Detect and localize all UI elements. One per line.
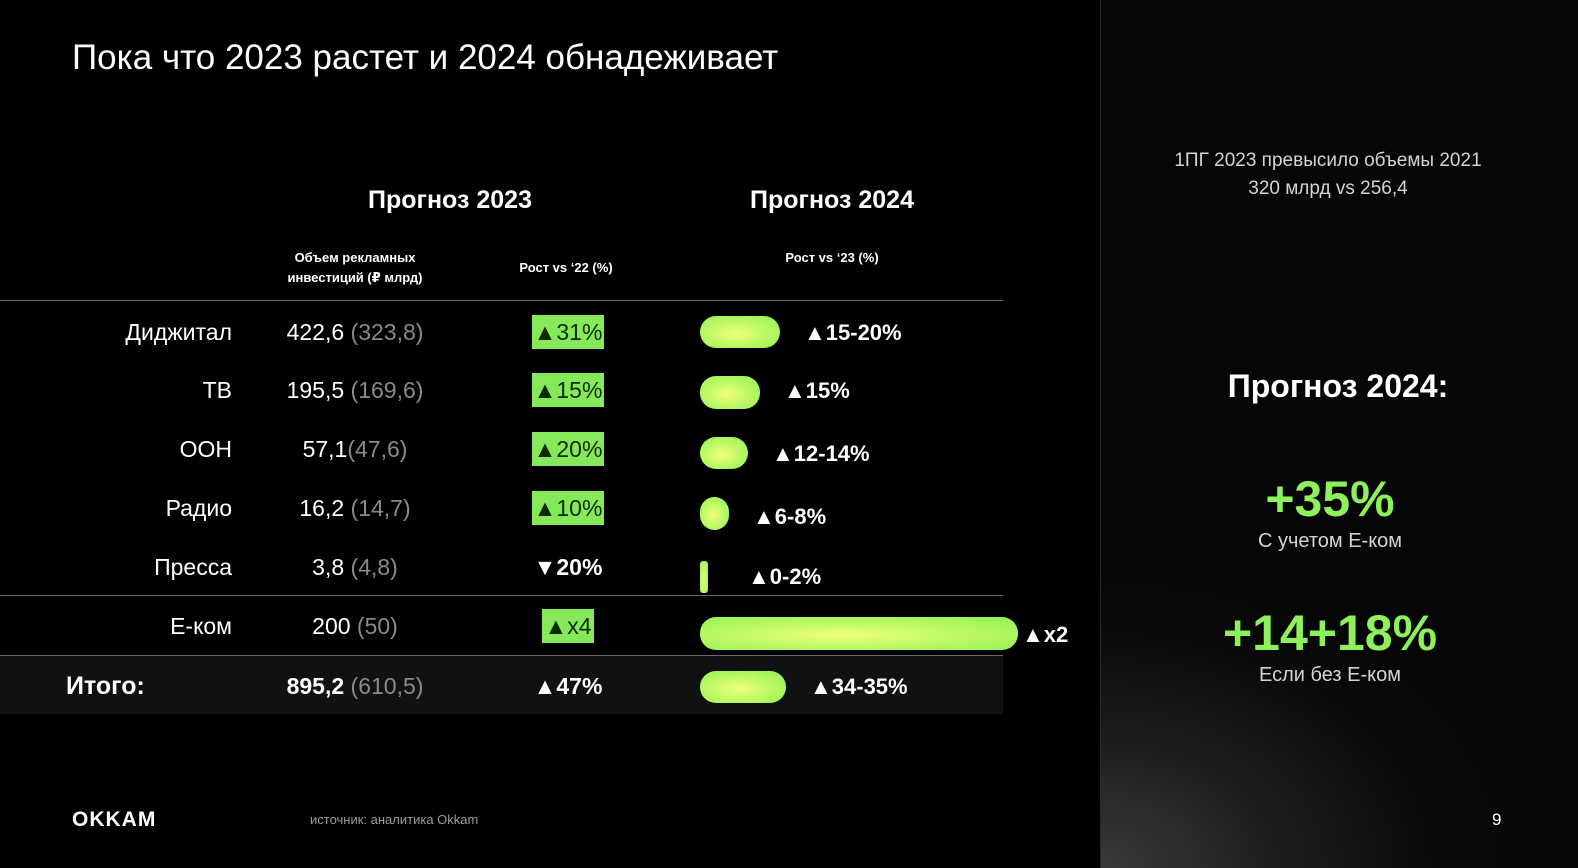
summary-note: 1ПГ 2023 превысило объемы 2021 320 млрд … [1110,147,1546,203]
growth-vs-22: ▲47% [533,673,603,699]
growth-2024-label: ▲15-20% [804,320,902,345]
page-title: Пока что 2023 растет и 2024 обнадеживает [72,38,779,77]
page-number: 9 [1492,810,1502,829]
growth-vs-22-cell: ▲20% [520,429,616,469]
growth-vs-22: ▲20% [531,432,605,466]
growth-2024-label: ▲6-8% [753,504,827,529]
row-label: OOH [179,436,232,462]
total-row-background [0,656,1003,714]
row-label: ТВ [202,377,232,403]
growth-vs-22-cell: ▲15% [520,370,616,410]
total-volume: 895,2 (610,5) [250,666,460,706]
growth-vs-22: ▲x4 [542,609,594,643]
row-label: Пресса [154,554,232,580]
growth-2024-bar [700,437,748,469]
volume-2023: 200 [312,613,351,639]
volume-2022: (50) [356,613,398,639]
growth-vs-22-cell: ▲10% [520,488,616,528]
summary-panel [1100,0,1578,868]
row-label: Радио [165,495,232,521]
volume-2022: (323,8) [350,319,424,345]
total-divider [0,655,1003,656]
growth-2024-bar [700,316,780,348]
growth-vs-22-cell: ▼20% [520,547,616,587]
row-label: Е-ком [170,613,232,639]
okkam-logo: OKKAM [72,808,157,831]
row-volume: 3,8 (4,8) [250,547,460,587]
header-forecast-2023: Прогноз 2023 [368,186,532,214]
volume-2022: (47,6) [347,436,408,462]
growth-vs-22: ▼20% [533,554,603,580]
growth-vs-22: ▲31% [531,315,605,349]
table-row: ТВ 195,5 (169,6) ▲15% [0,370,1100,410]
table-row: Пресса 3,8 (4,8) ▼20% [0,547,1100,587]
summary-note-line1: 1ПГ 2023 превысило объемы 2021 [1174,150,1482,171]
growth-vs-22-cell: ▲31% [520,312,616,352]
volume-2022: (169,6) [350,377,424,403]
growth-2024-label: ▲x2 [1022,622,1069,647]
volume-2022: (610,5) [350,673,424,699]
growth-2024-bar [700,497,729,530]
source-note: источник: аналитика Okkam [310,812,479,827]
growth-2024-label: ▲12-14% [772,441,870,466]
volume-2023: 195,5 [286,377,345,403]
growth-vs-22: ▲15% [531,373,605,407]
growth-2024-bar [700,617,1018,650]
volume-2023: 895,2 [286,673,345,699]
row-volume: 200 (50) [250,606,460,646]
row-volume: 195,5 (169,6) [250,370,460,410]
growth-2024-label: ▲0-2% [748,564,822,589]
growth-vs-22: ▲10% [531,491,605,525]
stat-without-ecom: +14+18% [1222,605,1438,661]
growth-2024-bar [700,376,760,409]
row-volume: 422,6 (323,8) [250,312,460,352]
header-forecast-2024: Прогноз 2024 [750,186,914,214]
volume-2023: 16,2 [299,495,345,521]
stat-with-ecom-caption: С учетом Е-ком [1257,530,1403,552]
subheader-growth-22: Рост vs ‘22 (%) [519,260,613,275]
row-label: Диджитал [125,319,232,345]
total-growth-bar [700,671,786,703]
growth-vs-22-cell: ▲x4 [520,606,616,646]
volume-2023: 422,6 [286,319,345,345]
volume-2022: (14,7) [350,495,411,521]
total-row: Итого: 895,2 (610,5) ▲47% [0,666,1100,706]
growth-vs-22-cell: ▲47% [520,666,616,706]
subheader-volume-line1: Объем рекламных [294,250,416,265]
subheader-volume-line2: инвестиций (₽ млрд) [287,270,423,285]
volume-2023: 57,1 [302,436,348,462]
total-label: Итого: [66,672,145,700]
volume-2023: 3,8 [312,554,345,580]
growth-2024-label: ▲15% [784,378,850,403]
summary-header: Прогноз 2024: [1227,368,1449,404]
subheader-growth-23: Рост vs ‘23 (%) [785,250,879,265]
header-divider [0,300,1003,301]
table-row: Е-ком 200 (50) ▲x4 [0,606,1100,646]
ecom-divider [0,595,1003,596]
volume-2022: (4,8) [350,554,398,580]
growth-2024-bar [700,561,708,593]
table-row: OOH 57,1(47,6) ▲20% [0,429,1100,469]
row-volume: 16,2 (14,7) [250,488,460,528]
table-row: Радио 16,2 (14,7) ▲10% [0,488,1100,528]
main-panel: Пока что 2023 растет и 2024 обнадеживает… [0,38,1100,714]
total-growth-2024-label: ▲34-35% [810,674,908,699]
stat-with-ecom: +35% [1265,471,1395,527]
stat-without-ecom-caption: Если без Е-ком [1258,664,1401,686]
subheader-volume: Объем рекламных инвестиций (₽ млрд) [255,248,455,288]
table-row: Диджитал 422,6 (323,8) ▲31% [0,312,1100,352]
row-volume: 57,1(47,6) [250,429,460,469]
summary-note-line2: 320 млрд vs 256,4 [1248,178,1408,199]
